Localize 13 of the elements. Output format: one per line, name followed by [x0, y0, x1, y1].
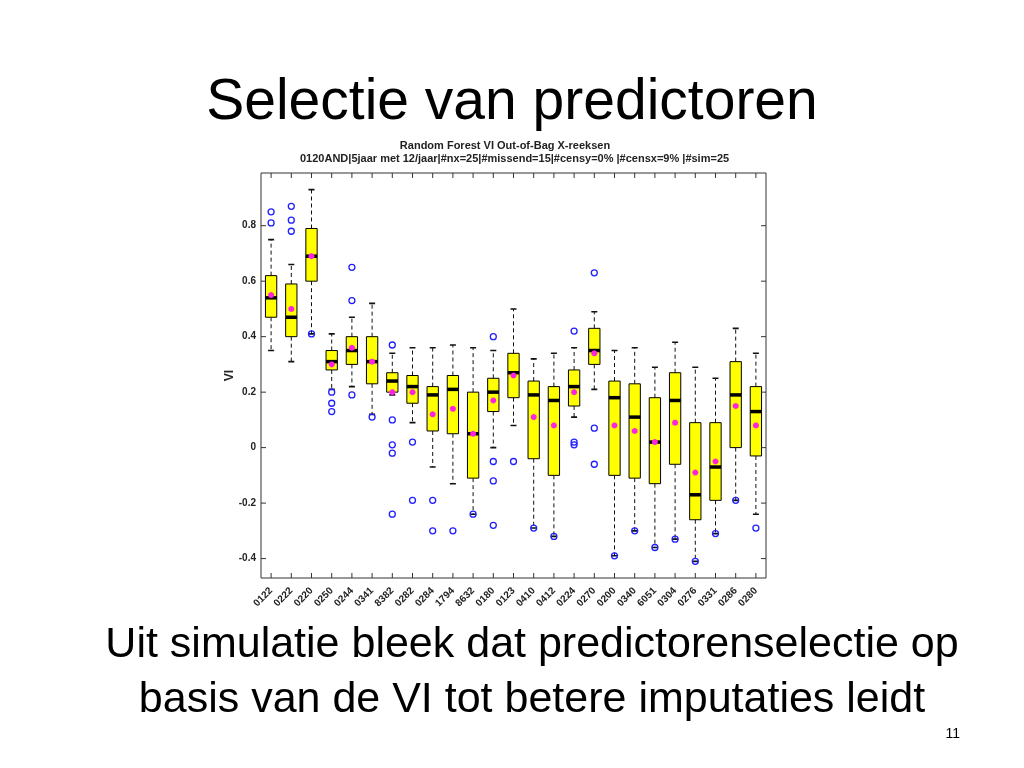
text: 11	[944, 725, 960, 741]
y-tick-label: -0.4	[238, 552, 257, 564]
y-tick-label: 0	[250, 441, 257, 453]
chart-subtitle: 0120AND|5jaar met 12/jaar|#nx=25|#missend=15|#censy=0% |#censx=9% |#sim=25	[300, 152, 730, 165]
y-tick-label: 0.4	[242, 330, 257, 342]
chart-title: Random Forest VI Out-of-Bag X-reeksen	[398, 139, 612, 152]
y-tick-label: 0.8	[242, 219, 257, 231]
text: Selectie van predictoren	[205, 66, 819, 132]
y-tick-label: 0.6	[242, 274, 257, 286]
y-tick-label: 0.2	[242, 385, 257, 397]
text: Uit simulatie bleek dat predictorenselectie op basis van de VI tot betere imputaties leidt	[104, 617, 960, 723]
y-axis-title: VI	[221, 369, 236, 382]
y-tick-label: -0.2	[238, 496, 257, 508]
